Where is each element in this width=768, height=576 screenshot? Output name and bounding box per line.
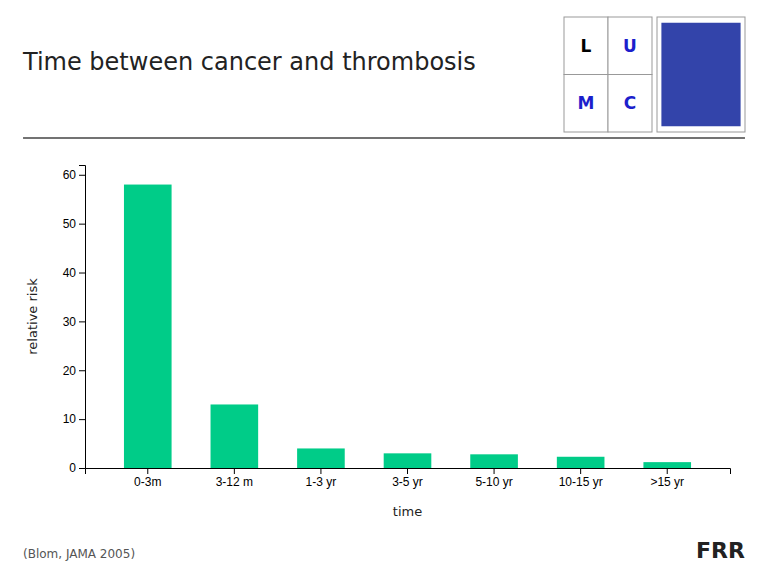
bar	[384, 453, 432, 468]
bar	[557, 457, 605, 468]
bar	[124, 185, 172, 468]
tick-label: 30	[63, 315, 77, 329]
chart: Time between cancer and thrombosis L U M C 0-…	[0, 0, 768, 576]
x-tick: 10-15 yr	[559, 468, 603, 489]
y-axis: 0 10 20 30 40 50 60	[63, 166, 86, 476]
tick-mark	[79, 321, 85, 322]
tick-label: 50	[63, 217, 77, 231]
crest-box	[657, 17, 745, 132]
logo-letter: M	[578, 93, 595, 113]
logo: L U M C	[564, 17, 652, 132]
tick-mark	[79, 175, 85, 176]
tick-mark	[234, 468, 235, 474]
logo-letter: C	[624, 93, 636, 113]
tick-mark	[320, 468, 321, 474]
x-tick: 3-5 yr	[392, 468, 423, 489]
tick-label: 3-5 yr	[392, 475, 423, 489]
tick-label: 10-15 yr	[559, 475, 603, 489]
axis-domain	[79, 166, 86, 469]
x-tick: >15 yr	[650, 468, 684, 489]
tick-mark	[79, 224, 85, 225]
tick-label: 0-3m	[134, 475, 161, 489]
tick-label: 20	[63, 364, 77, 378]
tick-mark	[580, 468, 581, 474]
x-axis: 0-3m 3-12 m 1-3 yr 3-5 yr 5-10 yr 10-15 yr >15…	[86, 468, 731, 489]
y-tick: 60	[63, 168, 85, 182]
plot: 0-3m 3-12 m 1-3 yr 3-5 yr 5-10 yr 10-15 yr >15…	[63, 166, 731, 489]
y-tick: 50	[63, 217, 85, 231]
logo-letter: U	[623, 36, 637, 56]
tick-mark	[79, 370, 85, 371]
bar	[211, 404, 259, 468]
logo-cell	[564, 17, 608, 75]
corner-label: FRR	[696, 538, 745, 563]
y-tick: 20	[63, 364, 85, 378]
tick-mark	[494, 468, 495, 474]
tick-mark	[147, 468, 148, 474]
tick-label: 60	[63, 168, 77, 182]
bar	[470, 454, 518, 468]
logo-cell	[564, 75, 608, 133]
tick-label: 3-12 m	[216, 475, 253, 489]
tick-label: 0	[69, 461, 76, 475]
logo-letter: L	[581, 36, 592, 56]
logo-cell	[608, 17, 652, 75]
x-tick: 5-10 yr	[475, 468, 512, 489]
title-rule	[23, 137, 745, 139]
bar	[643, 462, 691, 468]
tick-label: 10	[63, 412, 77, 426]
tick-mark	[407, 468, 408, 474]
x-tick: 3-12 m	[216, 468, 253, 489]
tick-mark	[667, 468, 668, 474]
title: Time between cancer and thrombosis	[22, 48, 476, 76]
axis-domain	[86, 469, 731, 475]
tick-mark	[79, 419, 85, 420]
tick-mark	[79, 468, 85, 469]
x-axis-title: time	[393, 504, 422, 519]
tick-label: >15 yr	[650, 475, 684, 489]
crest-inner	[661, 23, 740, 127]
y-axis-title: relative risk	[25, 278, 40, 355]
x-tick: 0-3m	[134, 468, 161, 489]
y-tick: 0	[69, 461, 85, 475]
logo-cell	[608, 75, 652, 133]
tick-mark	[79, 273, 85, 274]
tick-label: 40	[63, 266, 77, 280]
y-tick: 40	[63, 266, 85, 280]
bar	[297, 448, 345, 468]
y-tick: 30	[63, 315, 85, 329]
tick-label: 5-10 yr	[475, 475, 512, 489]
bars	[124, 185, 691, 468]
x-tick: 1-3 yr	[306, 468, 337, 489]
citation: (Blom, JAMA 2005)	[23, 547, 135, 561]
tick-label: 1-3 yr	[306, 475, 337, 489]
y-tick: 10	[63, 412, 85, 426]
